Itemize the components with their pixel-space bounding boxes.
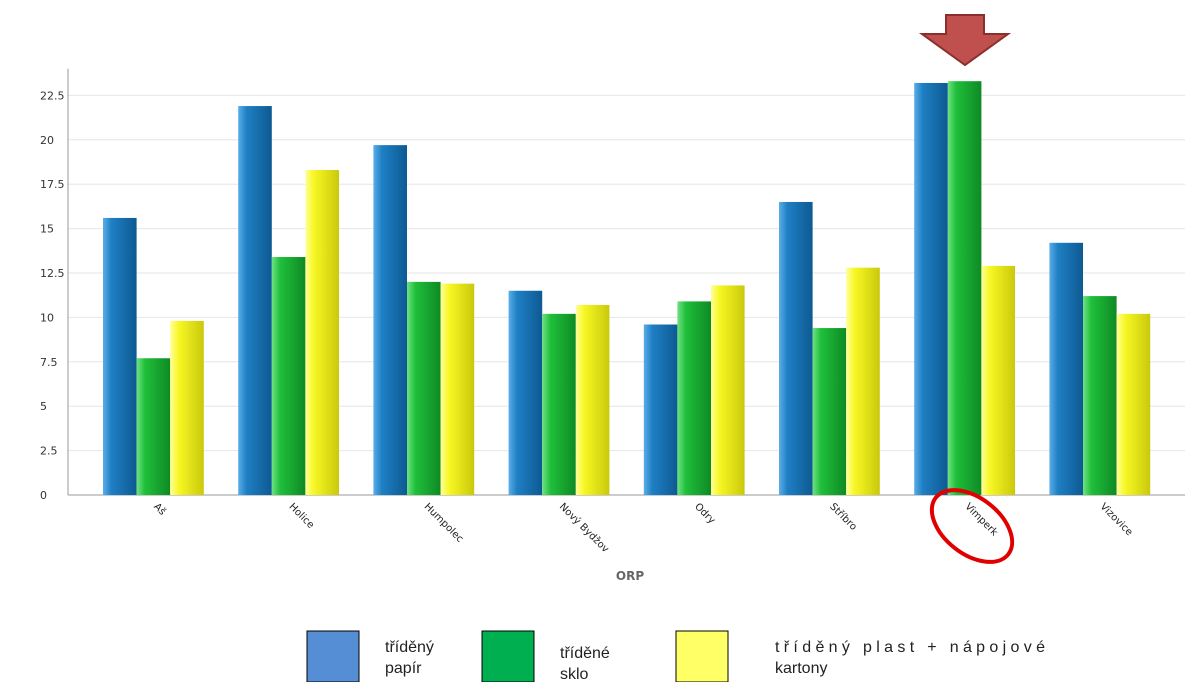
bar xyxy=(407,281,441,495)
bar xyxy=(677,301,711,495)
bar xyxy=(271,257,306,495)
y-tick-label: 10 xyxy=(40,311,54,324)
legend-swatch xyxy=(481,630,535,682)
bar xyxy=(136,358,171,495)
y-tick-label: 0 xyxy=(40,489,47,502)
legend-label: sklo xyxy=(560,666,589,682)
x-tick-label: Nový Bydžov xyxy=(557,501,612,556)
y-tick-label: 5 xyxy=(40,400,47,413)
x-tick-label: Humpolec xyxy=(422,501,465,544)
y-tick-label: 22.5 xyxy=(40,89,65,102)
legend-swatch xyxy=(306,630,360,682)
highlight-arrow-icon xyxy=(918,14,1012,67)
y-tick-label: 15 xyxy=(40,223,54,236)
bar xyxy=(1116,313,1151,495)
legend: tříděný papír tříděné sklo tříděný plast + n… xyxy=(306,630,1045,682)
legend-label: tříděný plast + nápojové xyxy=(775,639,1045,656)
x-tick-label: Vizovice xyxy=(1098,501,1135,538)
bar xyxy=(440,283,475,495)
bar xyxy=(779,201,813,495)
bar xyxy=(542,313,576,495)
highlight-marker xyxy=(918,14,1015,564)
bar xyxy=(373,145,407,496)
bar xyxy=(914,82,948,495)
bar xyxy=(238,106,272,495)
bar xyxy=(575,304,610,495)
bar xyxy=(947,81,982,495)
y-tick-label: 20 xyxy=(40,134,54,147)
bar xyxy=(1049,242,1083,495)
legend-label: kartony xyxy=(775,660,827,677)
bars xyxy=(103,81,1151,496)
bar xyxy=(103,217,137,495)
legend-label: tříděné xyxy=(560,645,610,662)
x-tick-label: Odry xyxy=(692,501,717,526)
legend-label: tříděný xyxy=(385,639,434,656)
y-tick-label: 7.5 xyxy=(40,356,58,369)
bar xyxy=(508,290,543,495)
x-tick-label: Stříbro xyxy=(827,501,859,533)
category-labels: Aš Holice Humpolec Nový Bydžov Odry Stříbro Vi… xyxy=(151,501,1134,556)
bar xyxy=(981,265,1015,495)
bar xyxy=(170,320,204,495)
x-tick-label: Aš xyxy=(151,501,168,518)
legend-label: papír xyxy=(385,660,422,677)
x-axis-title: ORP xyxy=(616,569,644,583)
highlight-ellipse xyxy=(929,488,1015,564)
x-tick-label: Holice xyxy=(286,501,316,531)
y-tick-label: 12.5 xyxy=(40,267,65,280)
gridlines xyxy=(68,94,1185,452)
bar xyxy=(711,285,745,495)
bar xyxy=(1083,296,1117,495)
legend-swatch xyxy=(675,630,729,682)
y-tick-label: 2.5 xyxy=(40,445,58,458)
bar xyxy=(812,328,847,495)
bar xyxy=(846,267,880,495)
y-tick-label: 17.5 xyxy=(40,178,65,191)
bar xyxy=(643,324,678,495)
bar xyxy=(305,169,339,495)
